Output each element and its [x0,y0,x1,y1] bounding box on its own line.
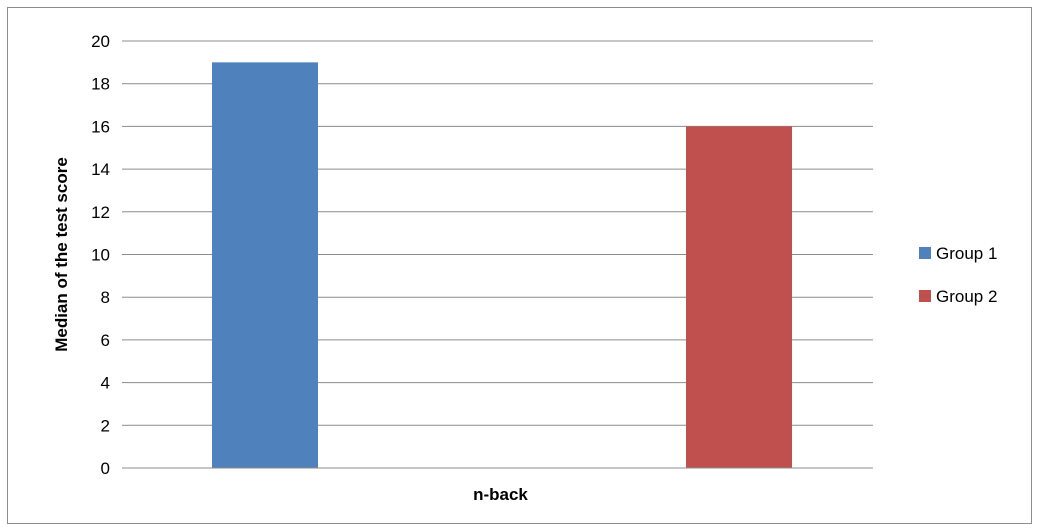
y-tick-label-0: 0 [101,459,110,478]
x-axis-title: n-back [473,485,528,504]
legend-swatch-group-2 [919,290,931,302]
y-tick-label-8: 8 [101,288,110,307]
legend-swatch-group-1 [919,247,931,259]
y-tick-label-4: 4 [101,374,110,393]
y-axis-title: Median of the test score [52,157,71,352]
legend-label-group-1: Group 1 [936,244,997,263]
y-tick-label-16: 16 [91,117,110,136]
bars [212,62,792,469]
y-tick-label-12: 12 [91,203,110,222]
y-tick-labels: 0 2 4 6 8 10 12 14 16 18 20 [91,32,110,478]
y-tick-label-20: 20 [91,32,110,51]
y-tick-label-18: 18 [91,75,110,94]
legend: Group 1 Group 2 [919,244,997,306]
y-tick-label-6: 6 [101,331,110,350]
legend-label-group-2: Group 2 [936,287,997,306]
chart-frame [7,7,1032,524]
bar-group-1 [212,62,318,468]
bar-group-2 [686,126,792,469]
y-tick-label-10: 10 [91,246,110,265]
y-tick-label-14: 14 [91,160,110,179]
y-tick-label-2: 2 [101,416,110,435]
